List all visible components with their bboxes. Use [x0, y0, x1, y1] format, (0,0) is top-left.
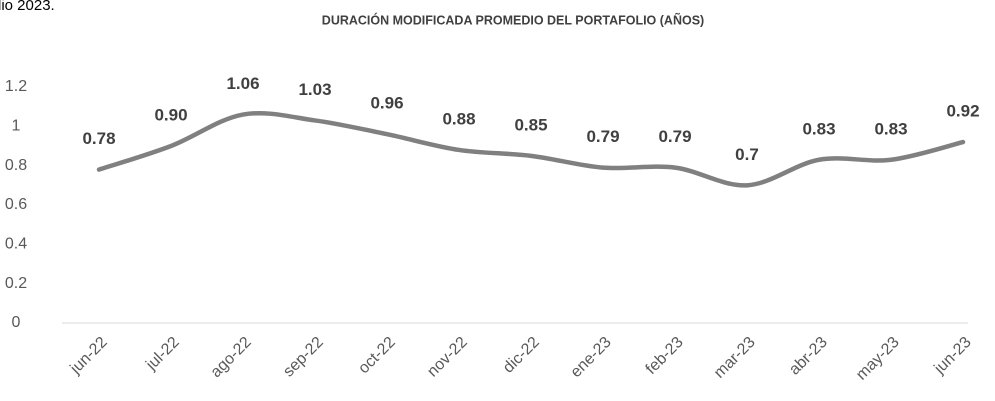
data-label: 0.83: [802, 119, 835, 138]
y-tick-label: 0.2: [5, 275, 27, 292]
data-label: 0.79: [658, 127, 691, 146]
x-tick-label: oct-22: [355, 334, 399, 378]
line: [96, 110, 966, 188]
y-tick-label: 0.8: [5, 157, 27, 174]
y-tick-label: 0: [12, 314, 21, 331]
data-label: 0.7: [735, 145, 759, 164]
header-fragment: lio 2023.: [0, 0, 55, 14]
x-tick-label: mar-23: [711, 334, 759, 382]
data-label: 1.06: [226, 74, 259, 93]
y-tick-label: 1.2: [5, 78, 27, 95]
data-label: 0.88: [442, 109, 475, 128]
data-label: 0.90: [154, 105, 187, 124]
data-label: 0.83: [874, 119, 907, 138]
y-tick-label: 0.4: [5, 236, 27, 253]
chart-title: DURACIÓN MODIFICADA PROMEDIO DEL PORTAFO…: [322, 12, 704, 27]
x-tick-label: nov-22: [424, 334, 471, 381]
x-tick-label: ago-22: [208, 334, 255, 381]
data-label: 0.92: [946, 102, 979, 121]
y-tick-label: 1: [12, 118, 21, 135]
x-tick-label: may-23: [853, 334, 903, 384]
data-label: 1.03: [298, 80, 331, 99]
data-label: 0.78: [82, 129, 115, 148]
y-tick-label: 0.6: [5, 196, 27, 213]
x-tick-label: abr-23: [786, 334, 831, 379]
data-label: 0.85: [514, 115, 547, 134]
data-label: 0.96: [370, 94, 403, 113]
x-tick-label: jun-22: [67, 334, 111, 378]
x-tick-label: ene-23: [568, 334, 615, 381]
x-tick-label: feb-23: [643, 334, 687, 378]
data-label: 0.79: [586, 127, 619, 146]
x-tick-label: sep-22: [280, 334, 327, 381]
x-tick-label: dic-22: [500, 334, 543, 377]
x-tick-label: jul-22: [142, 334, 182, 374]
x-tick-label: jun-23: [931, 334, 975, 378]
